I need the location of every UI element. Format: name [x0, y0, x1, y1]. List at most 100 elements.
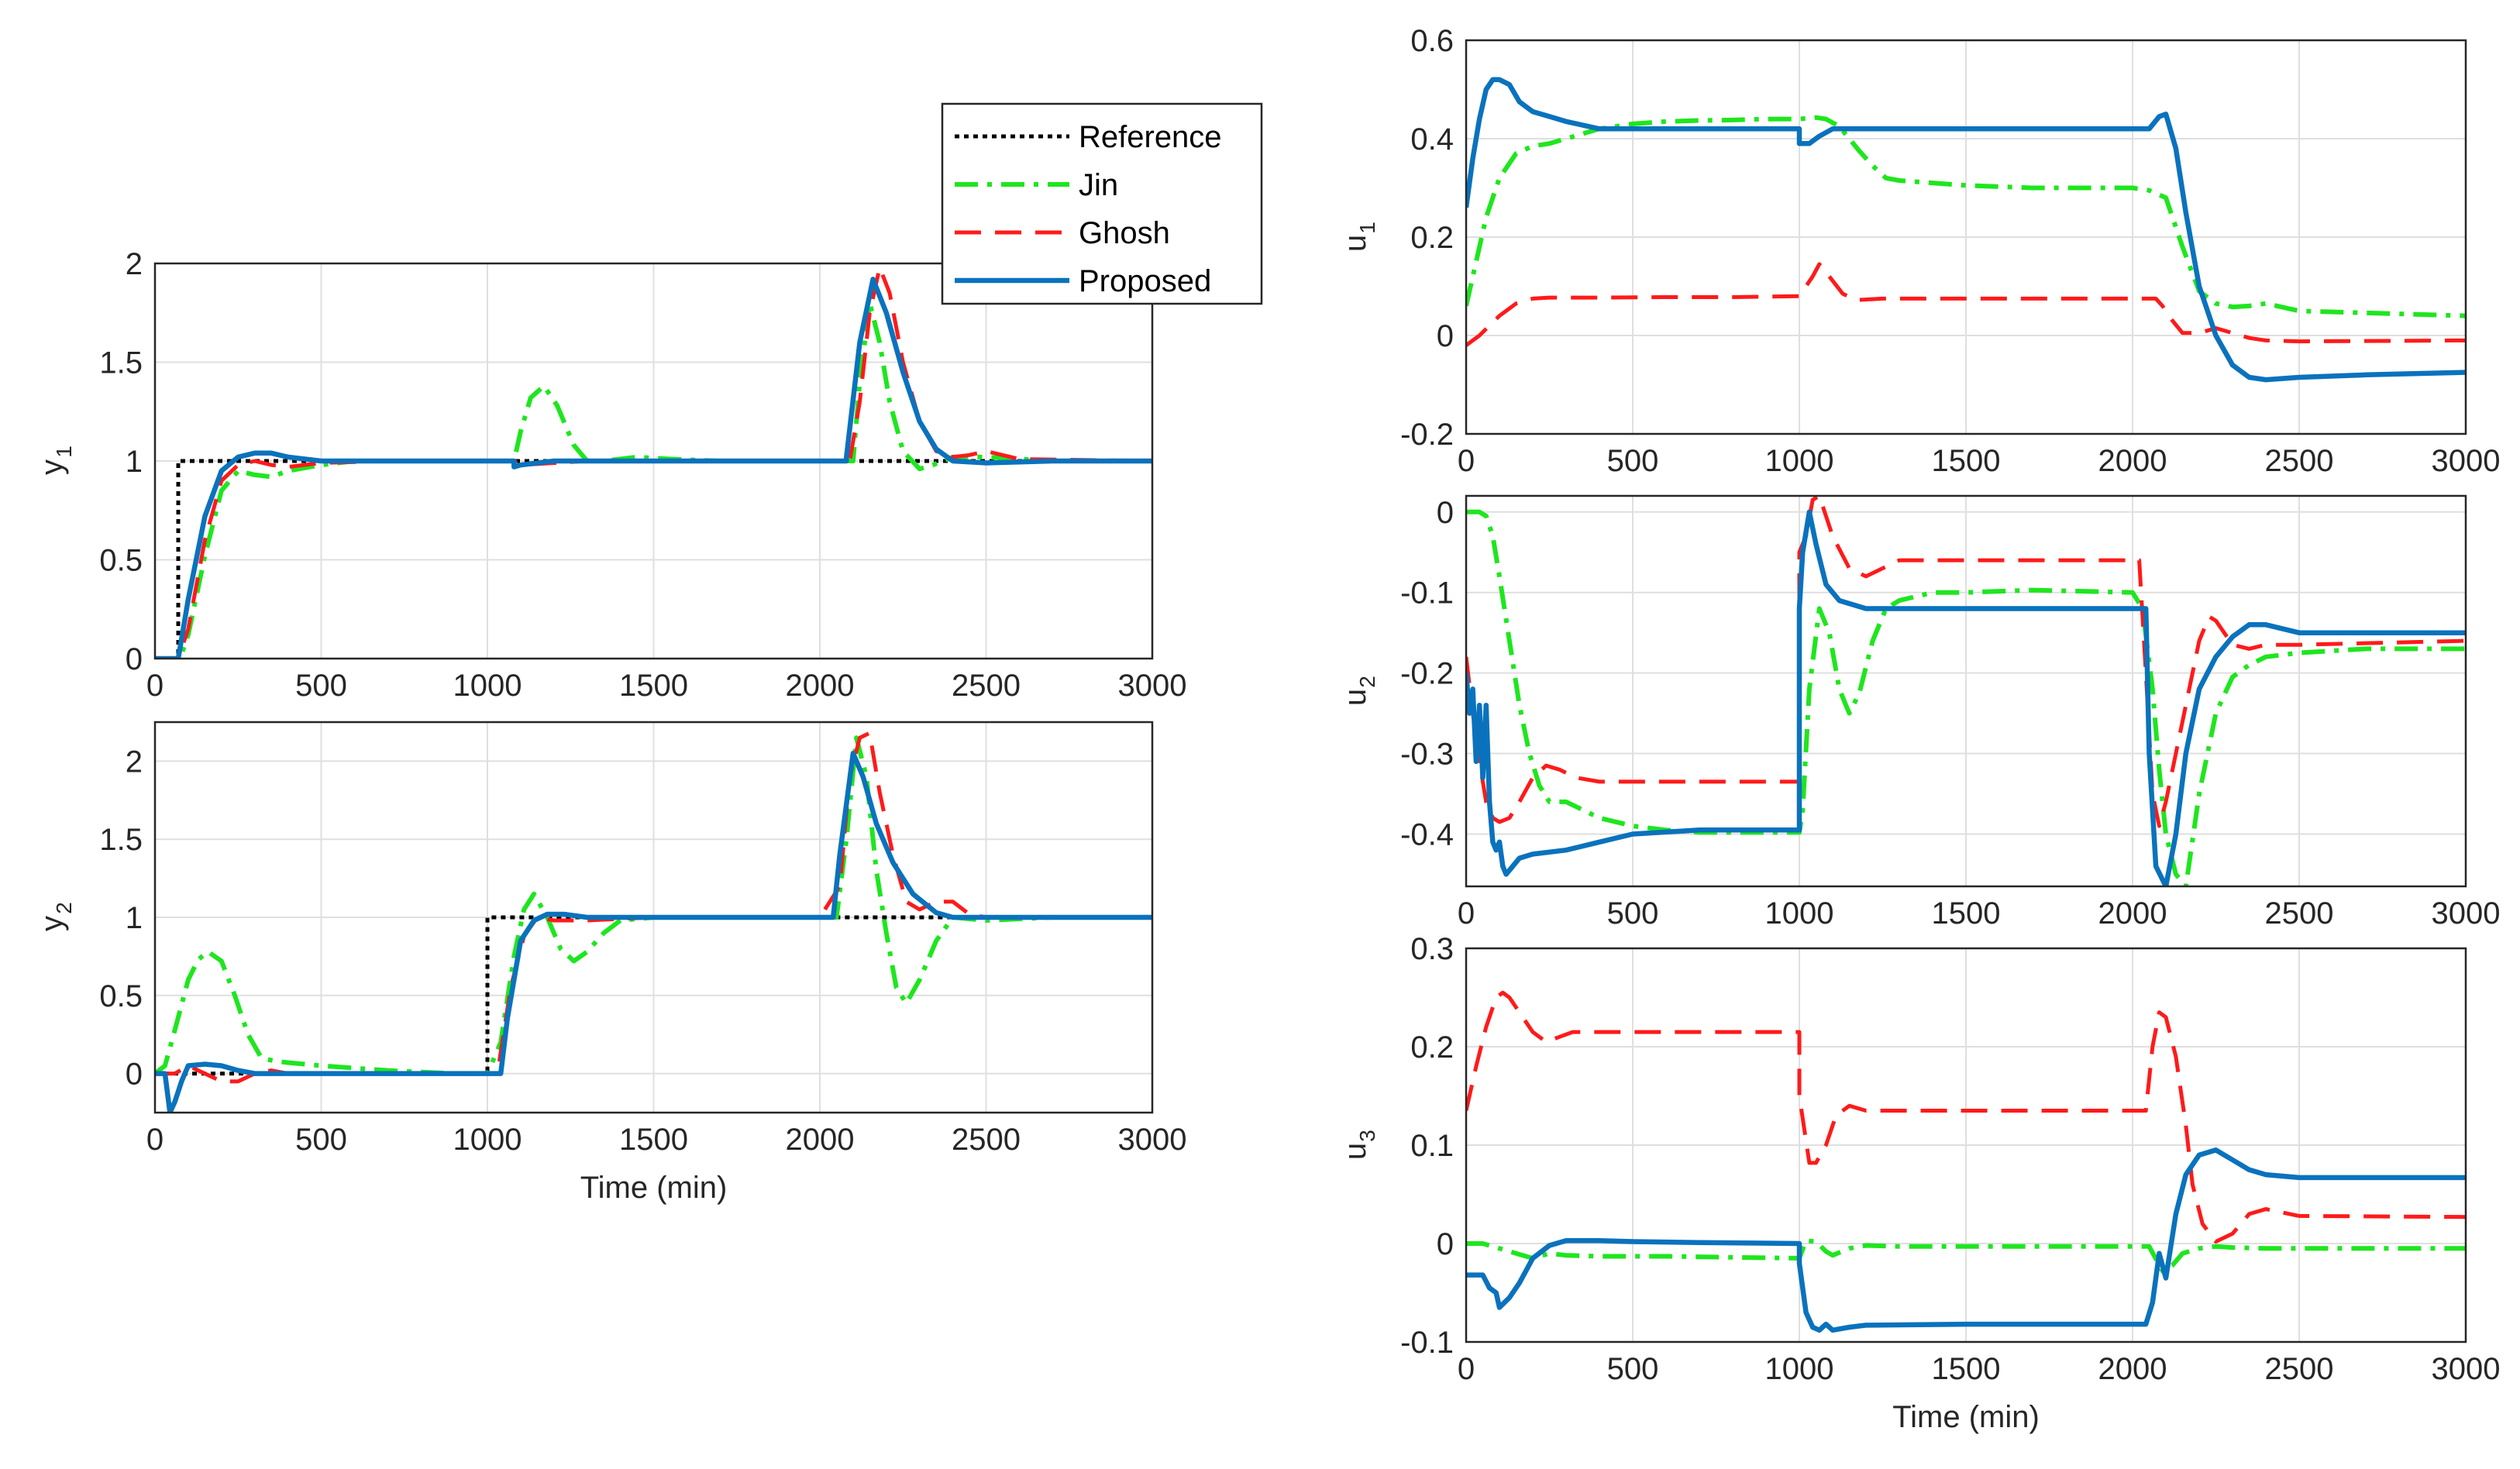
- y-tick-label: 0: [126, 1058, 143, 1092]
- y-tick-label: 0.3: [1410, 932, 1454, 966]
- y-axis-label-text: u: [1338, 235, 1372, 252]
- series-line-proposed: [1466, 509, 2466, 886]
- series-line-ghosh: [1466, 990, 2466, 1244]
- y-axis-label-subscript: 1: [52, 446, 76, 458]
- x-tick-label: 3000: [2432, 896, 2501, 931]
- y-tick-label: 0.5: [99, 979, 143, 1013]
- series-line-jin: [155, 301, 1152, 659]
- legend-entry-proposed: Proposed: [955, 264, 1211, 298]
- x-tick-label: 2500: [952, 669, 1021, 703]
- x-tick-label: 2000: [2098, 1352, 2167, 1386]
- x-tick-label: 500: [1607, 1352, 1659, 1386]
- x-tick-label: 2500: [2265, 444, 2334, 478]
- y-axis-label-subscript: 1: [1355, 222, 1379, 234]
- legend: Reference Jin Ghosh Proposed: [941, 102, 1263, 305]
- series-line-proposed: [1466, 77, 2466, 383]
- series-line-jin: [155, 735, 1152, 1076]
- y-axis-label-subscript: 3: [1355, 1130, 1379, 1142]
- legend-label-proposed: Proposed: [1079, 264, 1211, 298]
- y-tick-label: 1: [126, 901, 143, 935]
- x-tick-label: 2000: [786, 1123, 855, 1157]
- y-axis-label-subscript: 2: [1355, 676, 1379, 688]
- x-tick-label: 2000: [2098, 444, 2167, 478]
- subplot-u3: 0 500 1000 1500 2000 2500 3000-0.100.10.20.3u3…: [1338, 932, 2500, 1434]
- x-tick-label: 1500: [1932, 896, 2001, 931]
- legend-label-jin: Jin: [1079, 168, 1118, 202]
- series-line-ghosh: [1466, 496, 2466, 828]
- y-axis-label-y1: y1: [35, 446, 76, 475]
- y-axis-label-y2: y2: [35, 902, 76, 931]
- y-tick-label: -0.1: [1400, 1326, 1454, 1360]
- x-tick-label: 2500: [2265, 896, 2334, 931]
- y-axis-label-u3: u3: [1338, 1130, 1379, 1160]
- legend-entry-ghosh: Ghosh: [955, 216, 1170, 250]
- y-axis-label-u2: u2: [1338, 676, 1379, 706]
- y-tick-label: 1: [126, 445, 143, 479]
- x-tick-label: 500: [295, 669, 347, 703]
- series-group-u2: [1466, 496, 2466, 886]
- x-tick-label: 2000: [786, 669, 855, 703]
- y-tick-label: 0: [1437, 1227, 1454, 1261]
- y-tick-label: -0.4: [1400, 817, 1454, 851]
- y-axis-label-text: u: [1338, 1143, 1372, 1160]
- x-tick-label: 1500: [619, 1123, 688, 1157]
- subplot-y2: 0 500 1000 1500 2000 2500 300000.511.52y2Time …: [35, 721, 1187, 1205]
- series-line-jin: [1466, 509, 2466, 886]
- x-tick-label: 3000: [1118, 669, 1187, 703]
- legend-entry-reference: Reference: [955, 120, 1222, 154]
- x-tick-label: 1500: [1932, 444, 2001, 478]
- y-tick-label: 0.1: [1410, 1129, 1454, 1163]
- x-tick-label: 0: [146, 1123, 164, 1157]
- series-line-ghosh: [1466, 262, 2466, 347]
- series-group-u3: [1466, 990, 2466, 1333]
- x-tick-label: 1000: [1765, 896, 1834, 931]
- x-tick-label: 1500: [619, 669, 688, 703]
- legend-entries: Reference Jin Ghosh Proposed: [955, 120, 1222, 298]
- axes-frame-y2: [153, 721, 1154, 1114]
- x-tick-label: 500: [295, 1123, 347, 1157]
- x-axis-label-u3: Time (min): [1892, 1400, 2040, 1434]
- x-tick-label: 3000: [1118, 1123, 1187, 1157]
- y-tick-label: 1.5: [99, 823, 143, 857]
- y-axis-label-u1: u1: [1338, 222, 1379, 252]
- y-tick-label: -0.2: [1400, 418, 1454, 452]
- y-tick-label: -0.2: [1400, 657, 1454, 691]
- x-tick-label: 1500: [1932, 1352, 2001, 1386]
- y-tick-label: 0.6: [1410, 24, 1454, 58]
- series-line-proposed: [1466, 1147, 2466, 1333]
- x-tick-label: 500: [1607, 444, 1659, 478]
- x-tick-label: 2500: [952, 1123, 1021, 1157]
- x-tick-label: 0: [146, 669, 164, 703]
- series-group-y2: [155, 731, 1152, 1113]
- x-tick-label: 500: [1607, 896, 1659, 931]
- y-tick-label: 0: [126, 642, 143, 676]
- y-tick-label: 2: [126, 745, 143, 779]
- x-tick-label: 2000: [2098, 896, 2167, 931]
- x-tick-label: 3000: [2432, 1352, 2501, 1386]
- y-tick-label: 0.5: [99, 544, 143, 578]
- x-tick-label: 0: [1458, 1352, 1475, 1386]
- x-tick-label: 2500: [2265, 1352, 2334, 1386]
- axes-frame-u3: [1465, 947, 2467, 1343]
- y-tick-label: 0.2: [1410, 1030, 1454, 1065]
- y-axis-label-text: y: [35, 916, 69, 931]
- y-tick-label: -0.1: [1400, 576, 1454, 611]
- x-tick-label: 0: [1458, 896, 1475, 931]
- series-line-proposed: [155, 751, 1152, 1113]
- y-tick-label: 2: [126, 247, 143, 281]
- axes-frame-u1: [1465, 39, 2467, 435]
- axes-frame-y1: [153, 262, 1154, 660]
- series-line-ghosh: [155, 731, 1152, 1084]
- axes-frame-u2: [1465, 494, 2467, 888]
- y-tick-label: 0.2: [1410, 221, 1454, 255]
- x-tick-label: 1000: [453, 1123, 522, 1157]
- y-tick-label: 0: [1437, 319, 1454, 353]
- x-tick-label: 3000: [2432, 444, 2501, 478]
- x-tick-label: 1000: [1765, 1352, 1834, 1386]
- y-tick-label: -0.3: [1400, 738, 1454, 772]
- y-tick-label: 1.5: [99, 346, 143, 380]
- x-tick-label: 0: [1458, 444, 1475, 478]
